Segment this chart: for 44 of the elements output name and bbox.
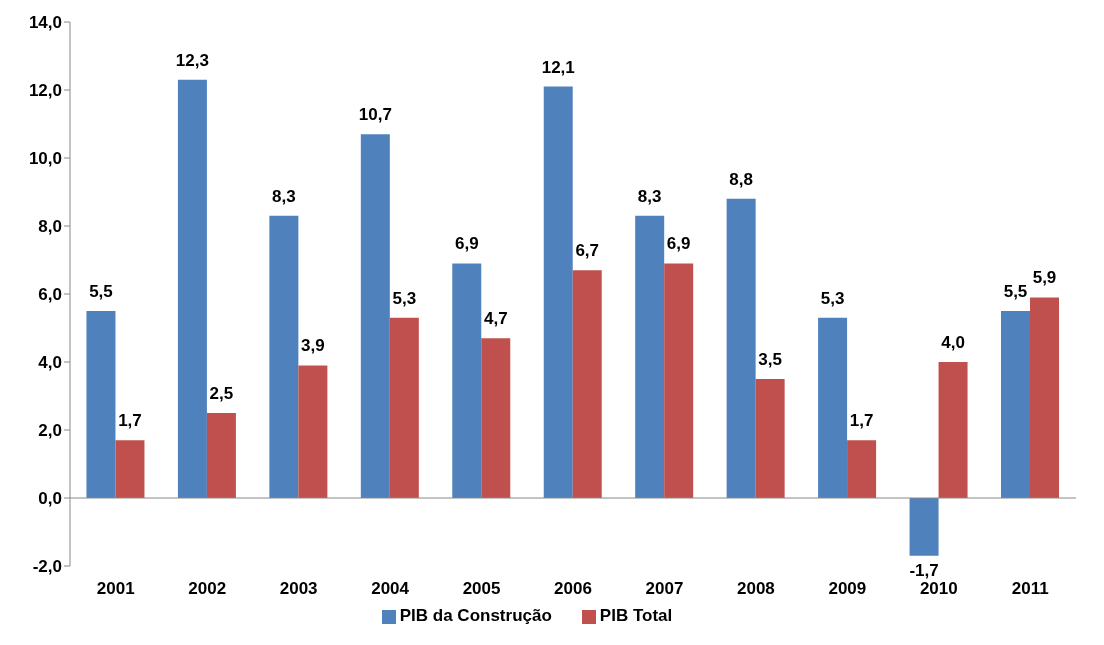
y-tick-label: 14,0	[28, 13, 62, 33]
data-label: 1,7	[118, 411, 142, 431]
data-label: 8,8	[729, 169, 753, 189]
x-tick-label: 2005	[462, 579, 501, 599]
x-tick-label: 2008	[737, 579, 775, 599]
y-tick-label: 10,0	[28, 149, 62, 169]
x-tick-label: 2003	[279, 579, 318, 599]
x-tick-label: 2004	[371, 579, 410, 599]
data-label: -1,7	[909, 560, 939, 580]
y-tick-label: 4,0	[38, 353, 62, 373]
data-label: 4,0	[941, 333, 965, 352]
data-label: 5,9	[1032, 268, 1057, 288]
data-label: 6,7	[575, 241, 600, 261]
y-tick-label: 8,0	[38, 217, 62, 237]
data-label: 4,7	[483, 309, 508, 329]
data-label: 8,3	[637, 186, 662, 206]
data-label: 5,5	[89, 282, 113, 301]
y-tick-label: 0,0	[38, 489, 62, 509]
x-tick-label: 2002	[188, 579, 227, 599]
x-tick-label: 2010	[919, 579, 958, 599]
x-tick-label: 2006	[554, 579, 592, 599]
legend-label: PIB da Construção	[399, 606, 552, 625]
data-label: 1,7	[849, 411, 874, 431]
data-label: 10,7	[358, 105, 392, 125]
data-label: 2,5	[209, 384, 234, 403]
y-tick-label: 2,0	[38, 421, 62, 441]
data-label: 3,5	[758, 350, 782, 369]
y-tick-label: -2,0	[32, 557, 62, 577]
x-tick-label: 2009	[828, 579, 867, 599]
x-tick-label: 2007	[645, 579, 684, 599]
data-label: 3,9	[301, 336, 325, 356]
data-label: 6,9	[454, 234, 479, 254]
data-label: 5,3	[392, 288, 417, 308]
data-label: 12,1	[541, 57, 575, 77]
x-tick-label: 2011	[1011, 579, 1049, 599]
data-label: 6,9	[666, 234, 691, 254]
data-label: 5,5	[1003, 282, 1028, 301]
y-tick-label: 12,0	[28, 81, 62, 101]
data-label: 8,3	[272, 186, 296, 206]
x-tick-label: 2001	[96, 579, 135, 599]
data-label: 12,3	[175, 50, 209, 70]
y-tick-label: 6,0	[38, 285, 62, 305]
legend-label: PIB Total	[599, 606, 673, 625]
data-label: 5,3	[820, 288, 845, 308]
